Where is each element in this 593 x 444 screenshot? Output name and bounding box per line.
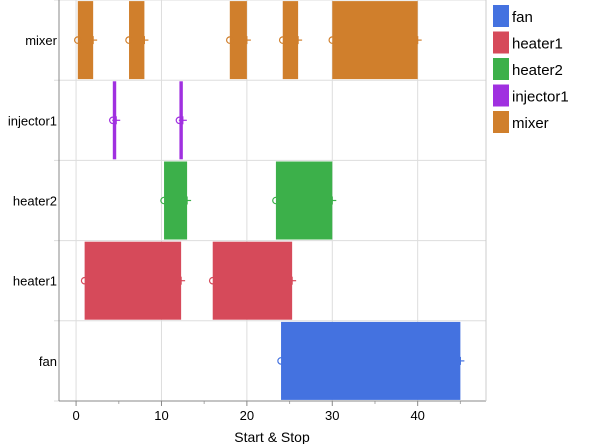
bar-heater2-0 (164, 161, 188, 240)
legend-swatch-heater1 (493, 31, 509, 54)
legend-label-heater1: heater1 (512, 36, 563, 53)
bar-mixer-2 (229, 1, 247, 80)
x-axis-title: Start & Stop (234, 429, 310, 444)
bar-heater2-0-start-marker (160, 196, 168, 205)
legend-label-fan: fan (512, 9, 533, 26)
axes: 0 10 20 30 40 mixer injector1 heater2 heater1 fan (8, 0, 487, 423)
x-tick-label-0: 0 (72, 408, 79, 423)
legend-swatch-mixer (493, 111, 509, 133)
y-tick-label-heater2: heater2 (13, 194, 57, 209)
bar-mixer-2-start-marker (226, 36, 234, 44)
x-tick-label-20: 20 (240, 408, 254, 423)
legend-label-injector1: injector1 (512, 89, 569, 106)
bar-fan-0 (281, 321, 461, 400)
bars (73, 1, 465, 400)
bar-mixer-4-stop-marker (413, 36, 422, 45)
bar-heater1-0-stop-marker (177, 276, 186, 285)
y-tick-label-injector1: injector1 (8, 113, 57, 128)
bar-mixer-0 (77, 1, 94, 80)
bar-fan-0-stop-marker (456, 356, 465, 365)
bar-injector1-1-stop-marker (178, 116, 187, 125)
x-tick-label-30: 30 (325, 408, 339, 423)
bar-fan-0-start-marker (277, 357, 285, 365)
legend: fan heater1 heater2 injector1 mixer (493, 5, 569, 133)
bar-mixer-4-start-marker (328, 36, 337, 44)
y-tick-label-heater1: heater1 (13, 274, 57, 289)
bar-injector1-0-stop-marker (112, 116, 121, 125)
y-tick-label-mixer: mixer (25, 33, 57, 48)
bar-mixer-0-stop-marker (89, 36, 98, 45)
bar-heater2-1-stop-marker (328, 196, 337, 205)
legend-label-mixer: mixer (512, 115, 549, 132)
bar-mixer-1-start-marker (125, 36, 133, 44)
bar-heater2-1-start-marker (272, 196, 280, 205)
bar-mixer-0-start-marker (73, 36, 82, 44)
bar-heater1-0-start-marker (80, 276, 89, 285)
legend-label-heater2: heater2 (512, 62, 563, 79)
bar-heater1-1 (212, 241, 293, 320)
x-tick-label-40: 40 (410, 408, 424, 423)
legend-swatch-injector1 (493, 84, 509, 107)
bar-mixer-3 (282, 1, 299, 80)
bar-heater2-0-stop-marker (183, 196, 192, 205)
bar-heater1-1-stop-marker (288, 276, 297, 285)
legend-swatch-heater2 (493, 58, 509, 80)
bar-heater1-1-start-marker (208, 276, 217, 285)
bar-mixer-1-stop-marker (140, 36, 149, 45)
bar-heater1-0 (84, 241, 182, 320)
bar-heater2-1 (275, 161, 333, 240)
bar-mixer-1 (129, 1, 145, 80)
bar-mixer-4 (332, 1, 418, 80)
legend-swatch-fan (493, 5, 509, 27)
bar-mixer-2-stop-marker (242, 36, 251, 45)
y-tick-label-fan: fan (39, 354, 57, 369)
bar-mixer-3-start-marker (278, 36, 287, 44)
x-tick-label-10: 10 (154, 408, 168, 423)
bar-mixer-3-stop-marker (294, 36, 303, 45)
